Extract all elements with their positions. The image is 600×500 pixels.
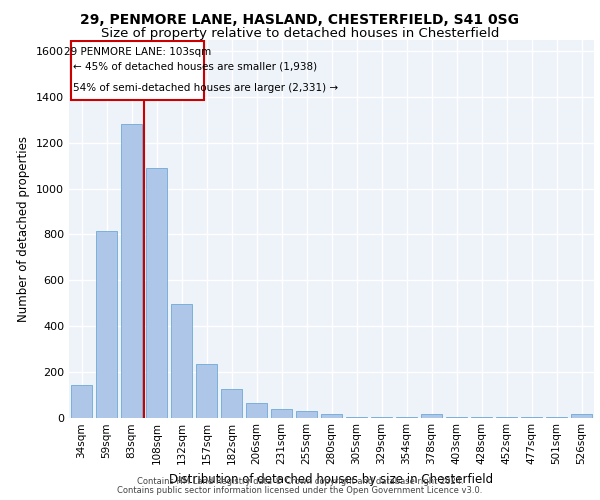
Text: 29, PENMORE LANE, HASLAND, CHESTERFIELD, S41 0SG: 29, PENMORE LANE, HASLAND, CHESTERFIELD,… (80, 12, 520, 26)
Bar (221, 389, 242, 418)
Bar (146, 168, 167, 418)
Bar (96, 231, 117, 418)
Text: Contains public sector information licensed under the Open Government Licence v3: Contains public sector information licen… (118, 486, 482, 495)
Bar (71, 386, 92, 418)
Text: 54% of semi-detached houses are larger (2,331) →: 54% of semi-detached houses are larger (… (73, 83, 338, 93)
Bar (271, 409, 292, 418)
Bar (321, 414, 342, 418)
Bar (421, 414, 442, 418)
Bar (171, 304, 192, 418)
Text: Size of property relative to detached houses in Chesterfield: Size of property relative to detached ho… (101, 28, 499, 40)
X-axis label: Distribution of detached houses by size in Chesterfield: Distribution of detached houses by size … (169, 473, 494, 486)
Text: ← 45% of detached houses are smaller (1,938): ← 45% of detached houses are smaller (1,… (73, 61, 317, 71)
Bar (71, 41, 204, 100)
Text: Contains HM Land Registry data © Crown copyright and database right 2024.: Contains HM Land Registry data © Crown c… (137, 477, 463, 486)
Bar (246, 402, 267, 417)
Bar (296, 411, 317, 418)
Bar (121, 124, 142, 418)
Text: 29 PENMORE LANE: 103sqm: 29 PENMORE LANE: 103sqm (64, 47, 211, 57)
Bar (571, 414, 592, 418)
Bar (196, 364, 217, 418)
Y-axis label: Number of detached properties: Number of detached properties (17, 136, 31, 322)
